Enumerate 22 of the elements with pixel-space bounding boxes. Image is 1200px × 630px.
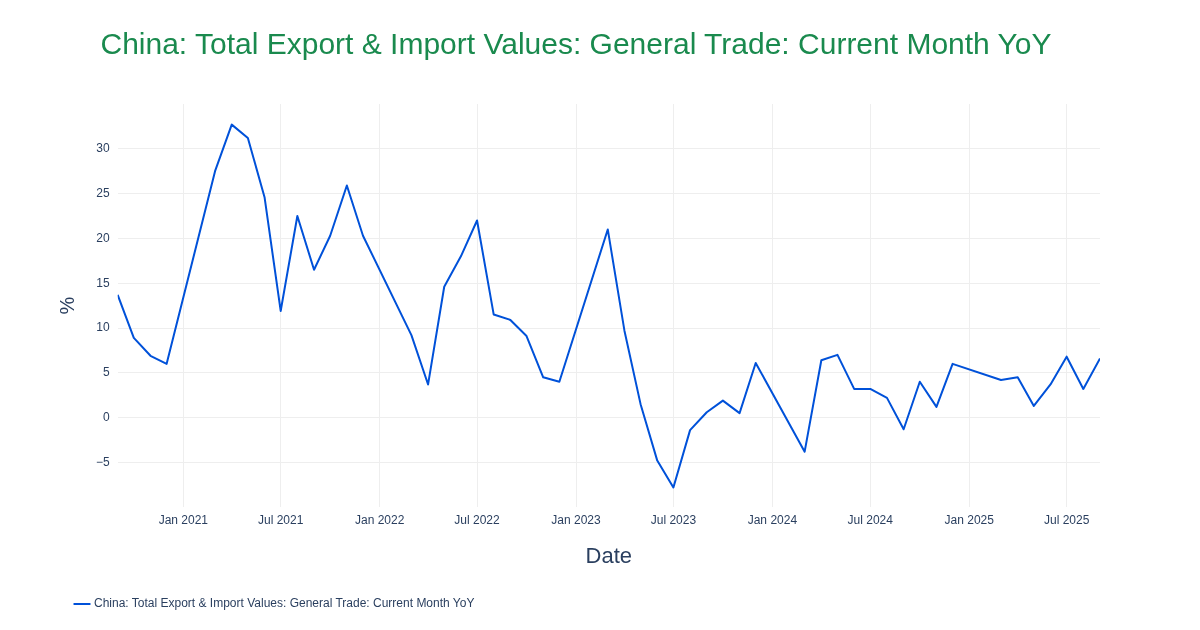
- x-tick-label: Jul 2023: [650, 512, 697, 527]
- y-tick-label: 0: [102, 409, 110, 424]
- chart-title: China: Total Export & Import Values: General Trade: Current Month YoY: [100, 27, 1052, 61]
- y-tick-label: 15: [96, 275, 110, 290]
- x-axis-title: Date: [585, 542, 633, 568]
- y-tick-label: 10: [96, 320, 110, 335]
- y-tick-label: −5: [95, 454, 110, 469]
- y-tick-label: 30: [96, 141, 110, 156]
- x-tick-label: Jul 2024: [847, 512, 894, 527]
- x-tick-label: Jan 2023: [551, 512, 602, 527]
- x-tick-label: Jan 2022: [354, 512, 405, 527]
- y-tick-label: 25: [96, 185, 110, 200]
- x-tick-label: Jul 2025: [1043, 512, 1090, 527]
- x-tick-label: Jul 2022: [454, 512, 501, 527]
- y-axis-title: %: [55, 296, 78, 315]
- x-tick-label: Jan 2024: [747, 512, 798, 527]
- x-tick-label: Jan 2021: [158, 512, 209, 527]
- x-tick-label: Jan 2025: [944, 512, 995, 527]
- y-tick-label: 5: [102, 365, 110, 380]
- x-tick-label: Jul 2021: [258, 512, 304, 527]
- legend-label: China: Total Export & Import Values: General Trade: Current Month YoY: [94, 596, 475, 611]
- y-tick-label: 20: [96, 230, 110, 245]
